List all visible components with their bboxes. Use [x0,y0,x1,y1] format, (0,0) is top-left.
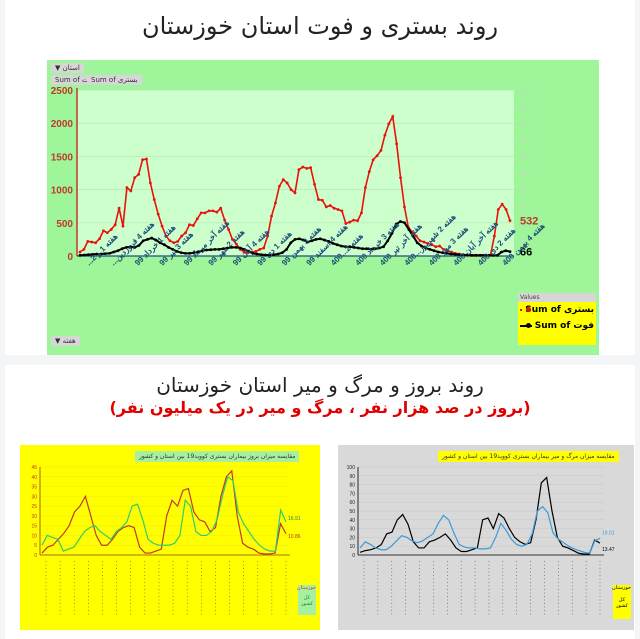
mortality-legend: خوزستان کل کشور [612,585,631,619]
svg-text:2000: 2000 [51,119,74,130]
svg-text:1200: 1200 [518,155,529,161]
svg-text:600: 600 [518,205,527,211]
svg-text:20: 20 [349,535,355,541]
red-line-marker-icon [520,307,533,312]
svg-text:60: 60 [349,500,355,506]
week-filter-button[interactable]: هفته ▼ [51,336,80,346]
top-title: روند بستری و فوت استان خوزستان [141,12,499,40]
svg-text:15: 15 [31,524,37,530]
svg-text:30: 30 [349,527,355,533]
svg-text:400: 400 [518,222,527,228]
svg-text:0: 0 [352,553,355,559]
bottom-title: روند بروز و مرگ و میر استان خوزستان [156,373,484,397]
svg-text:100: 100 [347,465,356,471]
black-line-marker-icon [520,323,532,328]
svg-text:2500: 2500 [51,86,74,97]
svg-text:2000: 2000 [518,89,529,95]
mortality-comparison-chart: مقایسه میزان مرگ و میر بیماران بستری کوو… [338,445,634,630]
incidence-line-chart: 0 5 10 15 20 25 30 35 40 45 16.91 10.86 [31,465,301,615]
legend-header: Values [518,293,596,302]
svg-text:50: 50 [349,509,355,515]
top-line-chart: 0 500 1000 1500 2000 2500 200 400 600 800 1000 1200… [51,86,548,268]
incidence-legend: خوزستان کل کشور [297,585,316,615]
svg-text:800: 800 [518,189,527,195]
svg-text:10: 10 [31,533,37,539]
svg-text:1600: 1600 [518,122,529,128]
mortality-line-chart: 0 10 20 30 40 50 60 70 80 90 100 19.01 13.47 [347,465,615,615]
chart-legend: Values Sum of بستری Sum of فوت [518,293,596,345]
svg-text:45: 45 [31,465,37,471]
svg-text:80: 80 [349,483,355,489]
svg-text:25: 25 [31,504,37,510]
mortality-chart-title: مقایسه میزان مرگ و میر بیماران بستری کوو… [438,451,619,462]
svg-text:500: 500 [56,219,73,230]
svg-text:0: 0 [34,553,37,559]
svg-text:19.01: 19.01 [602,530,615,536]
svg-text:1800: 1800 [518,106,529,112]
svg-text:30: 30 [31,494,37,500]
pivot-chart-hospitalization-death: استان ▼ Sum of فوت Sum of بستری 0 500 1000… [47,60,599,355]
incidence-comparison-chart: مقایسه میزان بروز بیماران بستری کووید19 … [20,445,320,630]
legend-item-death: Sum of فوت [518,318,596,334]
svg-text:1500: 1500 [51,152,74,163]
end-label-death: 66 [520,247,532,259]
svg-text:35: 35 [31,485,37,491]
svg-text:0: 0 [67,252,73,263]
svg-text:90: 90 [349,474,355,480]
svg-text:10.86: 10.86 [288,534,301,540]
incidence-chart-title: مقایسه میزان بروز بیماران بستری کووید19 … [135,451,300,462]
svg-text:10: 10 [349,544,355,550]
province-filter-button[interactable]: استان ▼ [51,63,84,73]
svg-text:70: 70 [349,491,355,497]
svg-text:5: 5 [34,543,37,549]
svg-text:1400: 1400 [518,139,529,145]
field-button-hospitalized[interactable]: Sum of بستری [87,75,142,85]
svg-text:1000: 1000 [518,172,529,178]
bottom-card: روند بروز و مرگ و میر استان خوزستان (برو… [5,365,635,639]
svg-text:40: 40 [31,475,37,481]
svg-text:1000: 1000 [51,186,74,197]
plot-area [77,90,514,256]
svg-text:13.47: 13.47 [602,547,615,553]
svg-text:200: 200 [518,238,527,244]
svg-text:20: 20 [31,514,37,520]
bottom-subtitle: (بروز در صد هزار نفر ، مرگ و میر در یک م… [109,398,531,417]
legend-item-hospitalized: Sum of بستری [518,302,596,318]
svg-text:40: 40 [349,518,355,524]
end-label-hospitalized: 532 [520,216,538,228]
svg-text:16.91: 16.91 [288,516,301,522]
